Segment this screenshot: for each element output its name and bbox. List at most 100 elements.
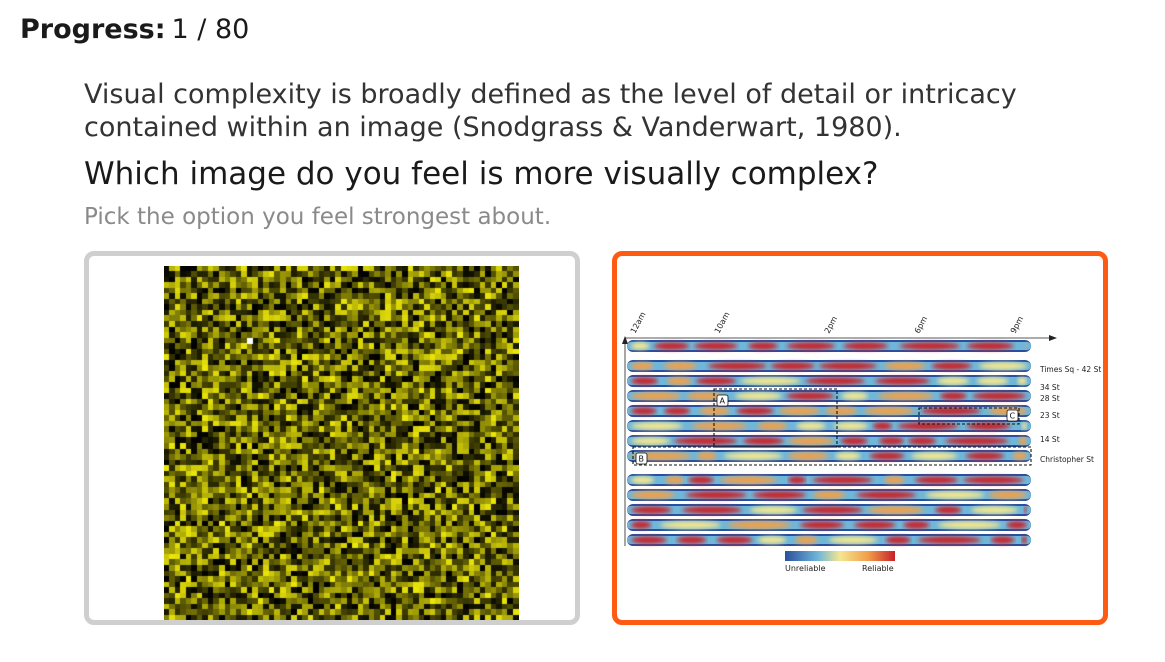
heat-segment — [976, 377, 1009, 385]
heat-segment — [843, 342, 888, 350]
box-tag-a — [716, 394, 729, 407]
heat-segment — [664, 407, 691, 415]
heat-segment — [978, 362, 1027, 370]
heat-segment — [694, 342, 738, 350]
heat-segment — [1025, 342, 1027, 350]
heat-segment — [875, 377, 930, 385]
heat-segment — [716, 536, 753, 544]
heat-segment — [654, 342, 690, 350]
heat-segment — [631, 437, 670, 445]
heat-segment — [660, 521, 721, 529]
time-label: 12am — [629, 310, 648, 335]
heat-segment — [787, 476, 807, 484]
heat-segment — [742, 437, 784, 445]
option-b-card[interactable]: 12am 10am 2pm 6pm 9pm A B C Times Sq - 42 St 34… — [612, 251, 1108, 625]
task-question: Which image do you feel is more visually… — [84, 156, 879, 192]
heat-segment — [727, 521, 792, 529]
heat-segment — [937, 521, 1001, 529]
heat-segment — [841, 392, 869, 400]
heat-segment — [856, 491, 917, 499]
heat-segment — [914, 476, 958, 484]
heat-segment — [945, 437, 1009, 445]
heat-segment — [965, 452, 1005, 460]
heat-segment — [787, 452, 829, 460]
heat-segment — [963, 476, 1024, 484]
heat-segment — [835, 452, 861, 460]
heat-segment — [802, 506, 863, 514]
time-label: 10am — [713, 310, 732, 335]
heat-segment — [674, 437, 738, 445]
heat-segment — [631, 476, 655, 484]
heat-segment — [925, 491, 985, 499]
heat-segment — [911, 452, 958, 460]
heat-segment — [631, 407, 657, 415]
heat-segment — [1021, 536, 1027, 544]
station-label: 23 St — [1040, 411, 1060, 420]
station-label: 28 St — [1040, 394, 1060, 403]
time-label: 6pm — [913, 315, 929, 335]
heat-segment — [825, 407, 858, 415]
heat-segment — [631, 342, 650, 350]
heat-segment — [872, 422, 893, 430]
heat-segment — [748, 342, 779, 350]
heat-segment — [631, 491, 675, 499]
heat-segment — [812, 491, 846, 499]
heat-segment — [631, 362, 654, 370]
option-b-heatmap-image: 12am 10am 2pm 6pm 9pm A B C Times Sq - 42 St 34… — [622, 310, 1101, 573]
heat-segment — [940, 392, 967, 400]
task-hint: Pick the option you feel strongest about… — [84, 204, 552, 230]
heat-segment — [867, 506, 924, 514]
heat-segment — [840, 437, 868, 445]
option-a-card[interactable] — [84, 251, 580, 625]
heat-segment — [770, 362, 815, 370]
box-tag-label: B — [639, 455, 645, 464]
heat-segment — [695, 377, 736, 385]
heat-segment — [778, 407, 821, 415]
heat-segment — [735, 392, 782, 400]
heat-segment — [723, 452, 783, 460]
heat-segment — [663, 362, 697, 370]
heat-segment — [988, 491, 1027, 499]
heat-segment — [691, 422, 747, 430]
progress-label: Progress: — [20, 14, 166, 45]
task-description: Visual complexity is broadly defined as … — [84, 79, 1017, 143]
heat-segment — [696, 452, 717, 460]
heat-segment — [818, 362, 877, 370]
heat-segment — [688, 476, 714, 484]
heat-segment — [757, 422, 788, 430]
progress-value: 1 / 80 — [171, 14, 250, 45]
heat-segment — [786, 342, 836, 350]
heat-segment — [920, 407, 981, 415]
heat-segment — [631, 536, 667, 544]
heat-segment — [864, 407, 915, 415]
heat-segment — [972, 392, 1026, 400]
heat-segment — [1018, 437, 1027, 445]
heat-segment — [885, 536, 911, 544]
colorbar-label-unreliable: Unreliable — [785, 564, 826, 573]
heat-segment — [740, 377, 801, 385]
heat-segment — [879, 437, 905, 445]
heat-segment — [1023, 506, 1027, 514]
station-label: Times Sq - 42 St — [1039, 365, 1101, 374]
heat-segment — [1006, 521, 1027, 529]
heat-segment — [666, 377, 692, 385]
heat-segment — [682, 506, 742, 514]
heat-segment — [812, 476, 873, 484]
heat-segment — [884, 362, 926, 370]
heat-segment — [869, 452, 905, 460]
box-tag-c — [1006, 409, 1019, 422]
heat-segment — [796, 422, 826, 430]
heat-segment — [833, 422, 868, 430]
colorbar — [785, 551, 895, 561]
heat-segment — [854, 521, 896, 529]
heat-segment — [828, 536, 878, 544]
heat-segment — [1021, 422, 1027, 430]
heat-segment — [1012, 452, 1027, 460]
box-tag-label: C — [1010, 412, 1016, 421]
heat-segment — [935, 506, 962, 514]
station-label: 14 St — [1040, 435, 1060, 444]
colorbar-label-reliable: Reliable — [862, 564, 894, 573]
heat-segment — [966, 342, 1014, 350]
heat-segment — [757, 536, 787, 544]
time-label: 9pm — [1009, 315, 1025, 335]
